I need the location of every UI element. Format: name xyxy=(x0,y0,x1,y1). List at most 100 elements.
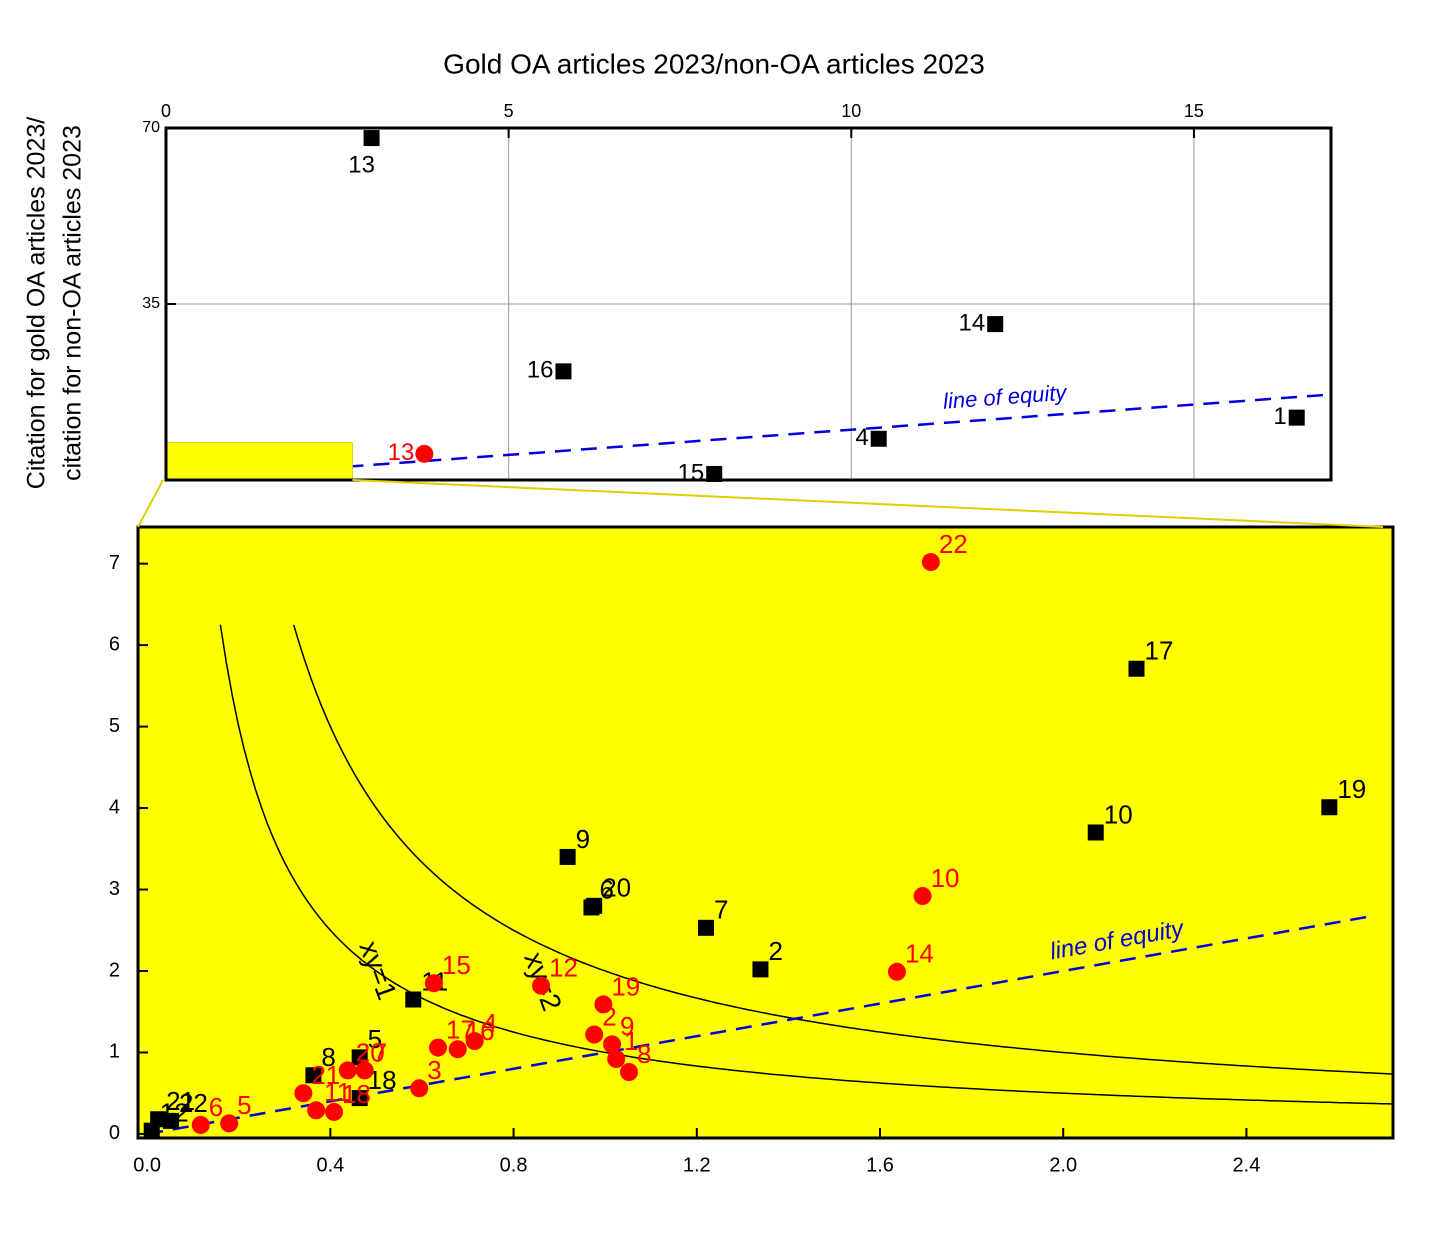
point-label: 5 xyxy=(368,1024,382,1054)
zoom-connector xyxy=(137,479,164,528)
point xyxy=(620,1063,639,1082)
point-label: 3 xyxy=(427,1055,441,1085)
point xyxy=(913,887,932,906)
point-label: 19 xyxy=(611,971,640,1001)
point-label: 10 xyxy=(931,863,960,893)
point-label: 2 xyxy=(602,1001,616,1031)
y-axis-label: Citation for gold OA articles 2023/ xyxy=(23,117,51,489)
y-tick-label: 70 xyxy=(142,119,160,136)
point xyxy=(555,363,572,380)
point-label: 16 xyxy=(527,357,554,384)
y-tick-label: 3 xyxy=(109,878,120,900)
point-label: 20 xyxy=(356,1037,385,1067)
point xyxy=(307,1101,326,1120)
y-tick-label: 6 xyxy=(109,633,120,655)
point xyxy=(706,465,723,482)
point xyxy=(559,848,576,865)
point-label: 17 xyxy=(1145,636,1174,666)
point-label: 14 xyxy=(959,309,986,336)
point xyxy=(1087,824,1104,841)
point xyxy=(338,1061,357,1080)
point xyxy=(887,962,906,981)
point-label: 15 xyxy=(678,459,705,486)
y-tick-label: 4 xyxy=(109,796,120,818)
point-label: 1 xyxy=(624,1026,638,1056)
x-tick-label: 5 xyxy=(504,101,514,121)
point xyxy=(448,1040,467,1059)
point xyxy=(429,1038,448,1057)
point-label: 6 xyxy=(599,874,613,904)
point-label: 21 xyxy=(166,1086,195,1116)
point-label: 5 xyxy=(237,1090,251,1120)
point-label: 13 xyxy=(348,151,375,178)
point xyxy=(351,1090,368,1107)
y-tick-label: 35 xyxy=(142,295,160,312)
point-label: 19 xyxy=(1337,774,1366,804)
point xyxy=(752,961,769,978)
point-label: 22 xyxy=(939,529,968,559)
point-label: 12 xyxy=(549,953,578,983)
point-label: 4 xyxy=(855,424,868,451)
point xyxy=(921,553,940,572)
point-label: 4 xyxy=(483,1008,497,1038)
point-label: 9 xyxy=(620,1011,634,1041)
curve xyxy=(292,624,1393,1075)
x-tick-label: 1.2 xyxy=(683,1154,711,1176)
y-tick-label: 1 xyxy=(109,1041,120,1063)
point-label: 20 xyxy=(602,873,631,903)
x-tick-label: 0.4 xyxy=(316,1154,344,1176)
chart-title: Gold OA articles 2023/non-OA articles 20… xyxy=(443,48,985,79)
point xyxy=(305,1067,322,1084)
point xyxy=(162,1112,179,1129)
point xyxy=(987,316,1004,333)
point-label: 14 xyxy=(905,939,934,969)
y-axis-label: citation for non-OA articles 2023 xyxy=(59,125,87,481)
point xyxy=(191,1115,210,1134)
point xyxy=(870,430,887,447)
point xyxy=(143,1122,160,1139)
y-tick-label: 2 xyxy=(109,959,120,981)
x-tick-label: 0 xyxy=(161,101,171,121)
plot-area xyxy=(138,527,1393,1138)
point xyxy=(585,1025,604,1044)
point xyxy=(355,1061,374,1080)
point xyxy=(405,991,422,1008)
point-label: 18 xyxy=(342,1079,371,1109)
point xyxy=(415,444,434,463)
point-label: 1 xyxy=(1273,403,1286,430)
point xyxy=(363,130,380,147)
point xyxy=(351,1049,368,1066)
y-tick-label: 5 xyxy=(109,715,120,737)
point xyxy=(1128,660,1145,677)
point-label: 8 xyxy=(637,1039,651,1069)
point xyxy=(1288,409,1305,426)
x-tick-label: 2.4 xyxy=(1233,1154,1261,1176)
y-tick-label: 0 xyxy=(109,1122,120,1144)
y-tick-label: 7 xyxy=(109,552,120,574)
point-label: 15 xyxy=(442,950,471,980)
x-tick-label: 0.8 xyxy=(500,1154,528,1176)
point xyxy=(220,1114,239,1133)
point-label: 9 xyxy=(576,824,590,854)
zoom-connector xyxy=(352,479,1384,528)
plot-frame xyxy=(164,126,1333,482)
point xyxy=(410,1079,429,1098)
point xyxy=(1321,799,1338,816)
point xyxy=(607,1049,626,1068)
point xyxy=(583,899,600,916)
point-label: 21 xyxy=(311,1060,340,1090)
point xyxy=(325,1102,344,1121)
point-label: 7 xyxy=(714,895,728,925)
reference-line xyxy=(166,393,1331,480)
x-tick-label: 15 xyxy=(1184,101,1204,121)
point-label: 13 xyxy=(388,439,415,466)
point xyxy=(294,1084,313,1103)
point-label: 10 xyxy=(1104,799,1133,829)
point xyxy=(532,976,551,995)
point xyxy=(594,995,613,1014)
x-tick-label: 0.0 xyxy=(133,1154,161,1176)
point xyxy=(603,1035,622,1054)
point xyxy=(424,974,443,993)
